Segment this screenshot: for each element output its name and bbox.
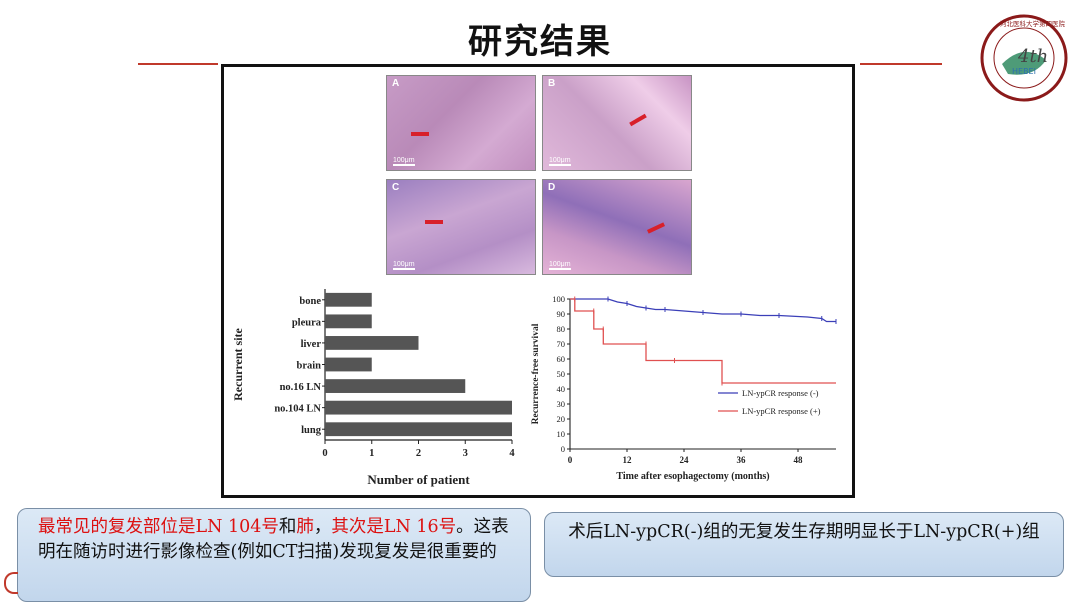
x-tick-label: 12 — [623, 455, 633, 465]
arrow-icon — [629, 113, 647, 127]
finding-text-segment: 其次是 — [331, 517, 384, 537]
y-tick-label: 10 — [557, 429, 566, 439]
slide-title: 研究结果 — [468, 22, 612, 62]
x-tick-label: 48 — [794, 455, 804, 465]
finding-text-segment: 最常见的复发部位是 — [38, 517, 196, 537]
bar-category-label: liver — [301, 339, 322, 350]
bar-category-label: no.16 LN — [280, 382, 322, 393]
y-tick-label: 60 — [557, 354, 566, 364]
logo-center-text: 4th — [1017, 46, 1048, 67]
bar-liver — [325, 336, 419, 350]
bar-no-104-ln — [325, 400, 512, 415]
finding-text-segment: LN 16号 — [383, 517, 457, 537]
panel-label: B — [548, 78, 556, 89]
scale-bar — [549, 164, 571, 166]
bar-brain — [325, 357, 372, 372]
bar-category-label: bone — [299, 296, 321, 307]
scale-bar — [393, 164, 415, 166]
micrograph-panel-a: A 100μm — [386, 75, 536, 171]
micrograph-panel-d: D 100μm — [542, 179, 692, 275]
bar-lung — [325, 422, 512, 437]
logo-sub-text: HEBEI — [1012, 67, 1036, 76]
bar-category-label: no.104 LN — [274, 404, 321, 415]
y-tick-label: 90 — [557, 309, 566, 319]
bar-no-16-ln — [325, 379, 466, 393]
x-tick-label: 36 — [737, 455, 747, 465]
bar-category-label: pleura — [292, 317, 322, 328]
scale-label: 100μm — [393, 157, 415, 164]
legend-label: LN-ypCR response (-) — [742, 388, 819, 398]
title-rule-left — [138, 63, 218, 65]
bar-category-label: brain — [296, 361, 321, 372]
arrow-icon — [646, 222, 666, 234]
y-tick-label: 70 — [557, 339, 566, 349]
bar-category-label: lung — [301, 425, 322, 436]
y-tick-label: 40 — [557, 384, 566, 394]
scale-bar — [393, 268, 415, 270]
y-tick-label: 0 — [561, 444, 565, 454]
research-figure: A 100μm B 100μm C 100μm D 100μm bone pleu… — [221, 64, 855, 498]
x-tick-label: 3 — [463, 448, 468, 459]
y-axis-title: Recurrent site — [231, 327, 245, 400]
finding-callout-right: 术后LN-ypCR(-)组的无复发生存期明显长于LN-ypCR(+)组 — [544, 512, 1064, 577]
finding-text-segment: ， — [313, 517, 332, 537]
x-tick-label: 0 — [322, 448, 327, 459]
x-axis-title: Number of patient — [367, 472, 470, 487]
scale-bar — [549, 268, 571, 270]
y-tick-label: 30 — [557, 399, 566, 409]
scale-label: 100μm — [549, 261, 571, 268]
recurrence-free-survival-chart: 0 10 20 30 40 50 60 70 80 90 100 0 12 24 36 48 Time afte… — [531, 294, 837, 482]
y-tick-label: 100 — [552, 294, 565, 304]
micrograph-panel-c: C 100μm — [386, 179, 536, 275]
micrograph-panel-b: B 100μm — [542, 75, 692, 171]
x-tick-label: 1 — [369, 448, 374, 459]
scale-label: 100μm — [549, 157, 571, 164]
finding-text-left: 最常见的复发部位是LN 104号和肺，其次是LN 16号。这表明在随访时进行影像… — [38, 517, 509, 562]
scale-label: 100μm — [393, 261, 415, 268]
corner-decoration — [4, 572, 18, 594]
arrow-icon — [411, 132, 429, 136]
bar-pleura — [325, 314, 372, 329]
title-rule-right — [860, 63, 942, 65]
finding-text-right: 术后LN-ypCR(-)组的无复发生存期明显长于LN-ypCR(+)组 — [568, 522, 1040, 542]
panel-label: C — [392, 182, 400, 193]
survival-curve-negative — [570, 298, 836, 323]
survival-curve-positive — [570, 298, 836, 384]
panel-label: D — [548, 182, 556, 193]
y-axis-title: Recurrence-free survival — [531, 323, 541, 424]
logo-ring-text: 河北医科大学第四医院 — [1000, 19, 1066, 28]
legend-label: LN-ypCR response (+) — [742, 406, 821, 416]
recurrent-site-bar-chart: bone pleura liver brain no.16 LN no.104 LN lun… — [231, 289, 515, 487]
panel-label: A — [392, 78, 400, 89]
x-tick-label: 0 — [568, 455, 573, 465]
x-axis-title: Time after esophagectomy (months) — [616, 471, 769, 482]
arrow-icon — [425, 220, 443, 224]
finding-text-segment: 肺 — [296, 517, 314, 537]
x-tick-label: 24 — [680, 455, 690, 465]
finding-text-segment: 和 — [278, 517, 297, 537]
y-tick-label: 20 — [557, 414, 566, 424]
finding-callout-left: 最常见的复发部位是LN 104号和肺，其次是LN 16号。这表明在随访时进行影像… — [17, 508, 531, 602]
y-tick-label: 80 — [557, 324, 566, 334]
finding-text-segment: 。这表明在随访时进行影像检查(例如CT扫描)发现复发是很重要的 — [38, 517, 509, 562]
hospital-logo: 4th HEBEI 河北医科大学第四医院 — [980, 14, 1068, 102]
x-tick-label: 2 — [416, 448, 421, 459]
y-tick-label: 50 — [557, 369, 566, 379]
x-tick-label: 4 — [509, 448, 515, 459]
bar-bone — [325, 292, 372, 307]
finding-text-segment: LN 104号 — [195, 517, 279, 537]
